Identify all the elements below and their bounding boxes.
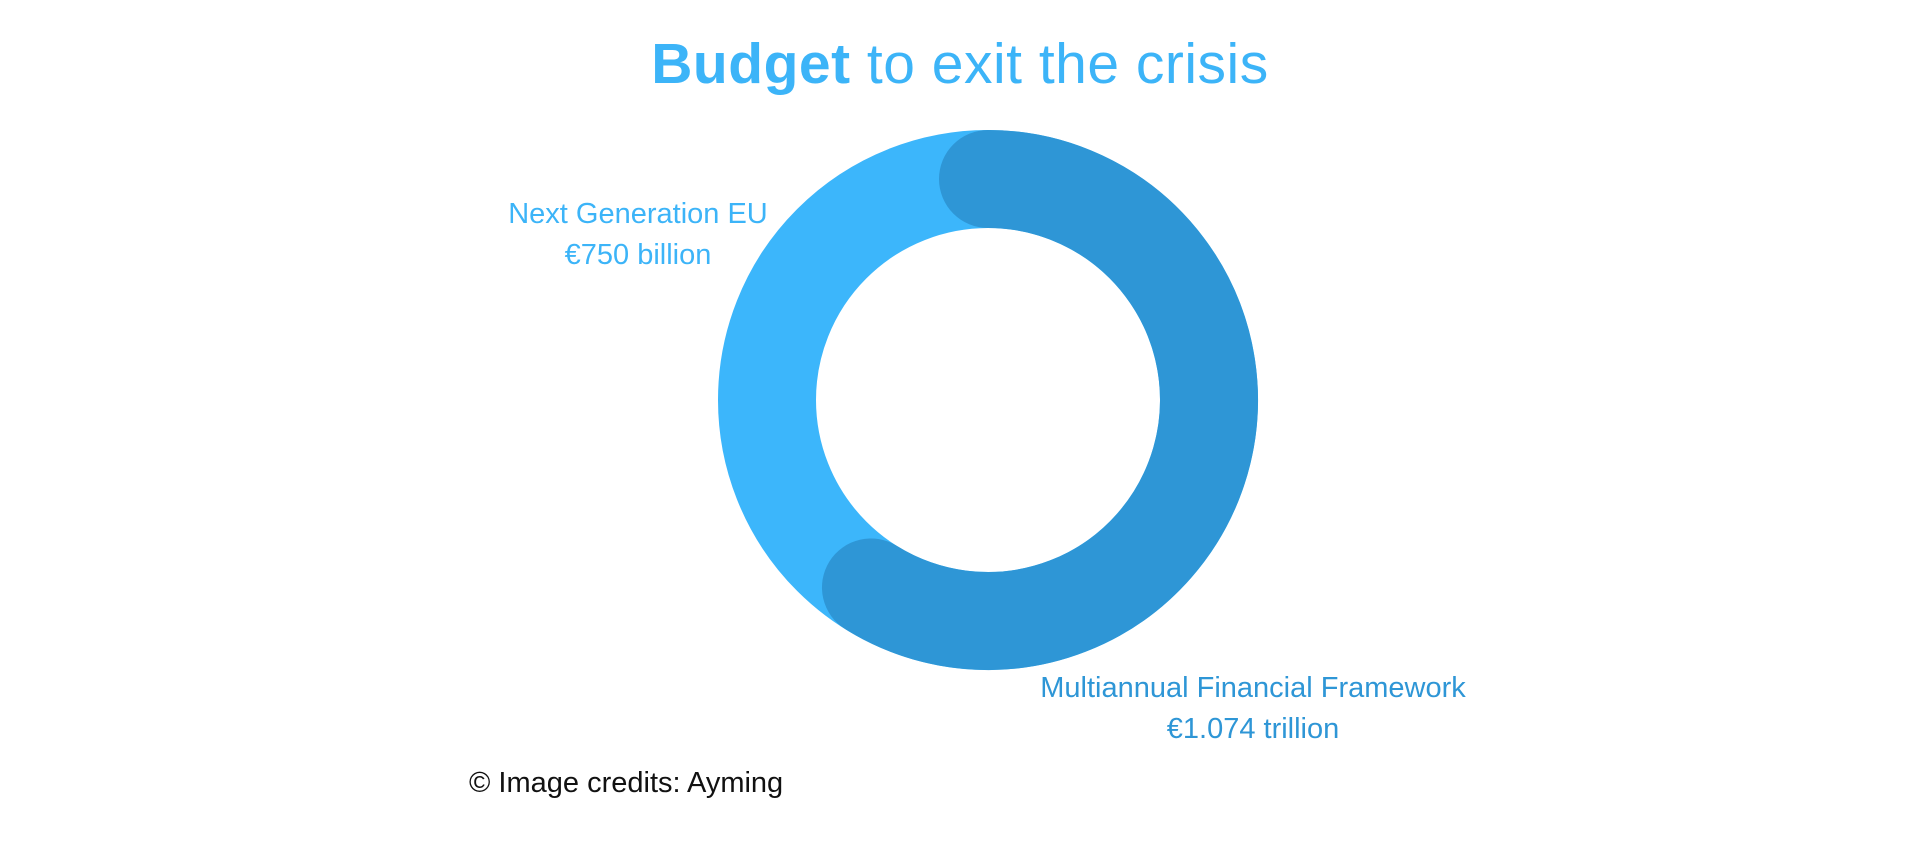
- label-next-generation-eu-name: Next Generation EU: [508, 198, 768, 230]
- label-multiannual-financial-framework: Multiannual Financial Framework €1.074 t…: [1013, 668, 1493, 750]
- label-next-generation-eu-value: €750 billion: [564, 239, 712, 271]
- chart-title-bold: Budget: [651, 32, 851, 96]
- label-mff-name: Multiannual Financial Framework: [1040, 672, 1466, 704]
- slice-multiannual-financial-framework: [821, 130, 1258, 670]
- image-credits: © Image credits: Ayming: [469, 767, 784, 799]
- label-mff-value: €1.074 trillion: [1166, 713, 1340, 745]
- chart-title: Budget to exit the crisis: [0, 26, 1920, 102]
- label-next-generation-eu: Next Generation EU €750 billion: [463, 194, 813, 276]
- chart-title-rest: to exit the crisis: [850, 32, 1269, 96]
